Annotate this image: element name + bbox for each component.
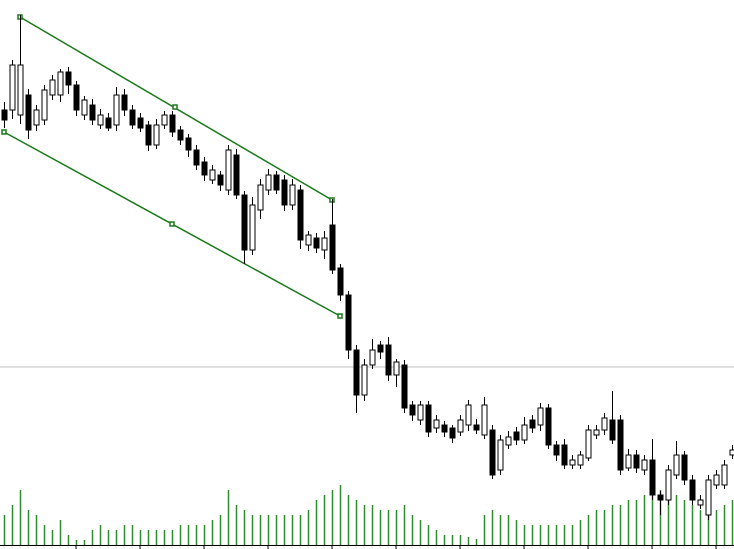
candle-body (385, 344, 392, 376)
candle-body (521, 424, 528, 441)
candle-body (201, 161, 208, 176)
anchor[interactable] (169, 221, 175, 227)
candle-body (729, 449, 734, 456)
candle-body (401, 364, 408, 409)
candle-body (505, 436, 512, 446)
candle-body (353, 349, 360, 396)
candle-body (697, 499, 704, 506)
candle-body (585, 429, 592, 459)
candle-body (609, 419, 616, 441)
candle-body (633, 454, 640, 469)
candle-body (449, 427, 456, 439)
anchor[interactable] (1, 129, 7, 135)
candle-body (569, 459, 576, 466)
candle-body (73, 84, 80, 111)
candle-body (209, 169, 216, 181)
candle-body (225, 149, 232, 191)
candle-body (689, 479, 696, 501)
candle-body (1, 109, 8, 121)
candle-body (105, 117, 112, 129)
candle-body (121, 94, 128, 111)
candle-body (153, 124, 160, 146)
candle-body (497, 439, 504, 471)
candle-body (537, 407, 544, 426)
candle-body (321, 237, 328, 251)
candle-body (641, 459, 648, 471)
candle-body (705, 479, 712, 516)
candle-body (681, 454, 688, 481)
anchor[interactable] (172, 104, 178, 110)
candle-body (41, 89, 48, 121)
candle-body (17, 64, 24, 116)
candle-body (457, 419, 464, 433)
candle-body (657, 494, 664, 501)
candle-body (33, 109, 40, 126)
candle-body (649, 459, 656, 496)
anchor[interactable] (337, 313, 343, 319)
candle-body (257, 184, 264, 211)
candle-body (417, 404, 424, 421)
candle-body (305, 234, 312, 246)
candle-body (617, 419, 624, 471)
candle-body (249, 204, 256, 251)
candle-body (529, 419, 536, 429)
candle-body (81, 99, 88, 116)
candle-body (409, 404, 416, 416)
candle-body (25, 94, 32, 131)
candle-body (177, 129, 184, 141)
candle-body (313, 237, 320, 249)
candle-body (625, 454, 632, 469)
candle-body (433, 419, 440, 429)
candle-body (513, 431, 520, 441)
candle-body (281, 179, 288, 206)
candle-body (377, 344, 384, 353)
candle-body (329, 224, 336, 271)
channel (1, 14, 343, 319)
candle-body (393, 361, 400, 376)
candle-body (265, 174, 272, 191)
candle-body (217, 174, 224, 186)
candle-body (97, 114, 104, 126)
candle-body (273, 174, 280, 191)
candle-body (561, 444, 568, 466)
candle-body (713, 474, 720, 486)
candle-body (193, 149, 200, 166)
candle-body (425, 404, 432, 433)
candle-body (89, 104, 96, 121)
candle-body (49, 79, 56, 96)
candle-body (241, 194, 248, 251)
candle-body (577, 454, 584, 466)
candle-body (673, 454, 680, 476)
candle-body (473, 424, 480, 431)
candle-body (345, 294, 352, 351)
candle-body (489, 429, 496, 476)
candle-body (369, 349, 376, 366)
candle-body (161, 114, 168, 126)
candle-body (233, 154, 240, 196)
candle-body (137, 117, 144, 129)
candle-body (57, 71, 64, 96)
candle-body (129, 109, 136, 126)
candle-body (593, 429, 600, 436)
candle-body (65, 71, 72, 86)
candle-body (9, 64, 16, 111)
candle-body (361, 364, 368, 396)
candle-body (113, 94, 120, 126)
candle-body (553, 444, 560, 456)
candle-body (297, 189, 304, 241)
candle-body (545, 407, 552, 446)
candle-body (441, 424, 448, 433)
candle-body (337, 267, 344, 296)
candle-body (481, 404, 488, 436)
candle-body (185, 137, 192, 151)
candle-body (169, 114, 176, 133)
candle-body (465, 404, 472, 426)
candle-body (145, 124, 152, 146)
candle-body (601, 417, 608, 431)
candle-body (289, 184, 296, 206)
candle-body (721, 464, 728, 486)
candle-body (665, 469, 672, 501)
